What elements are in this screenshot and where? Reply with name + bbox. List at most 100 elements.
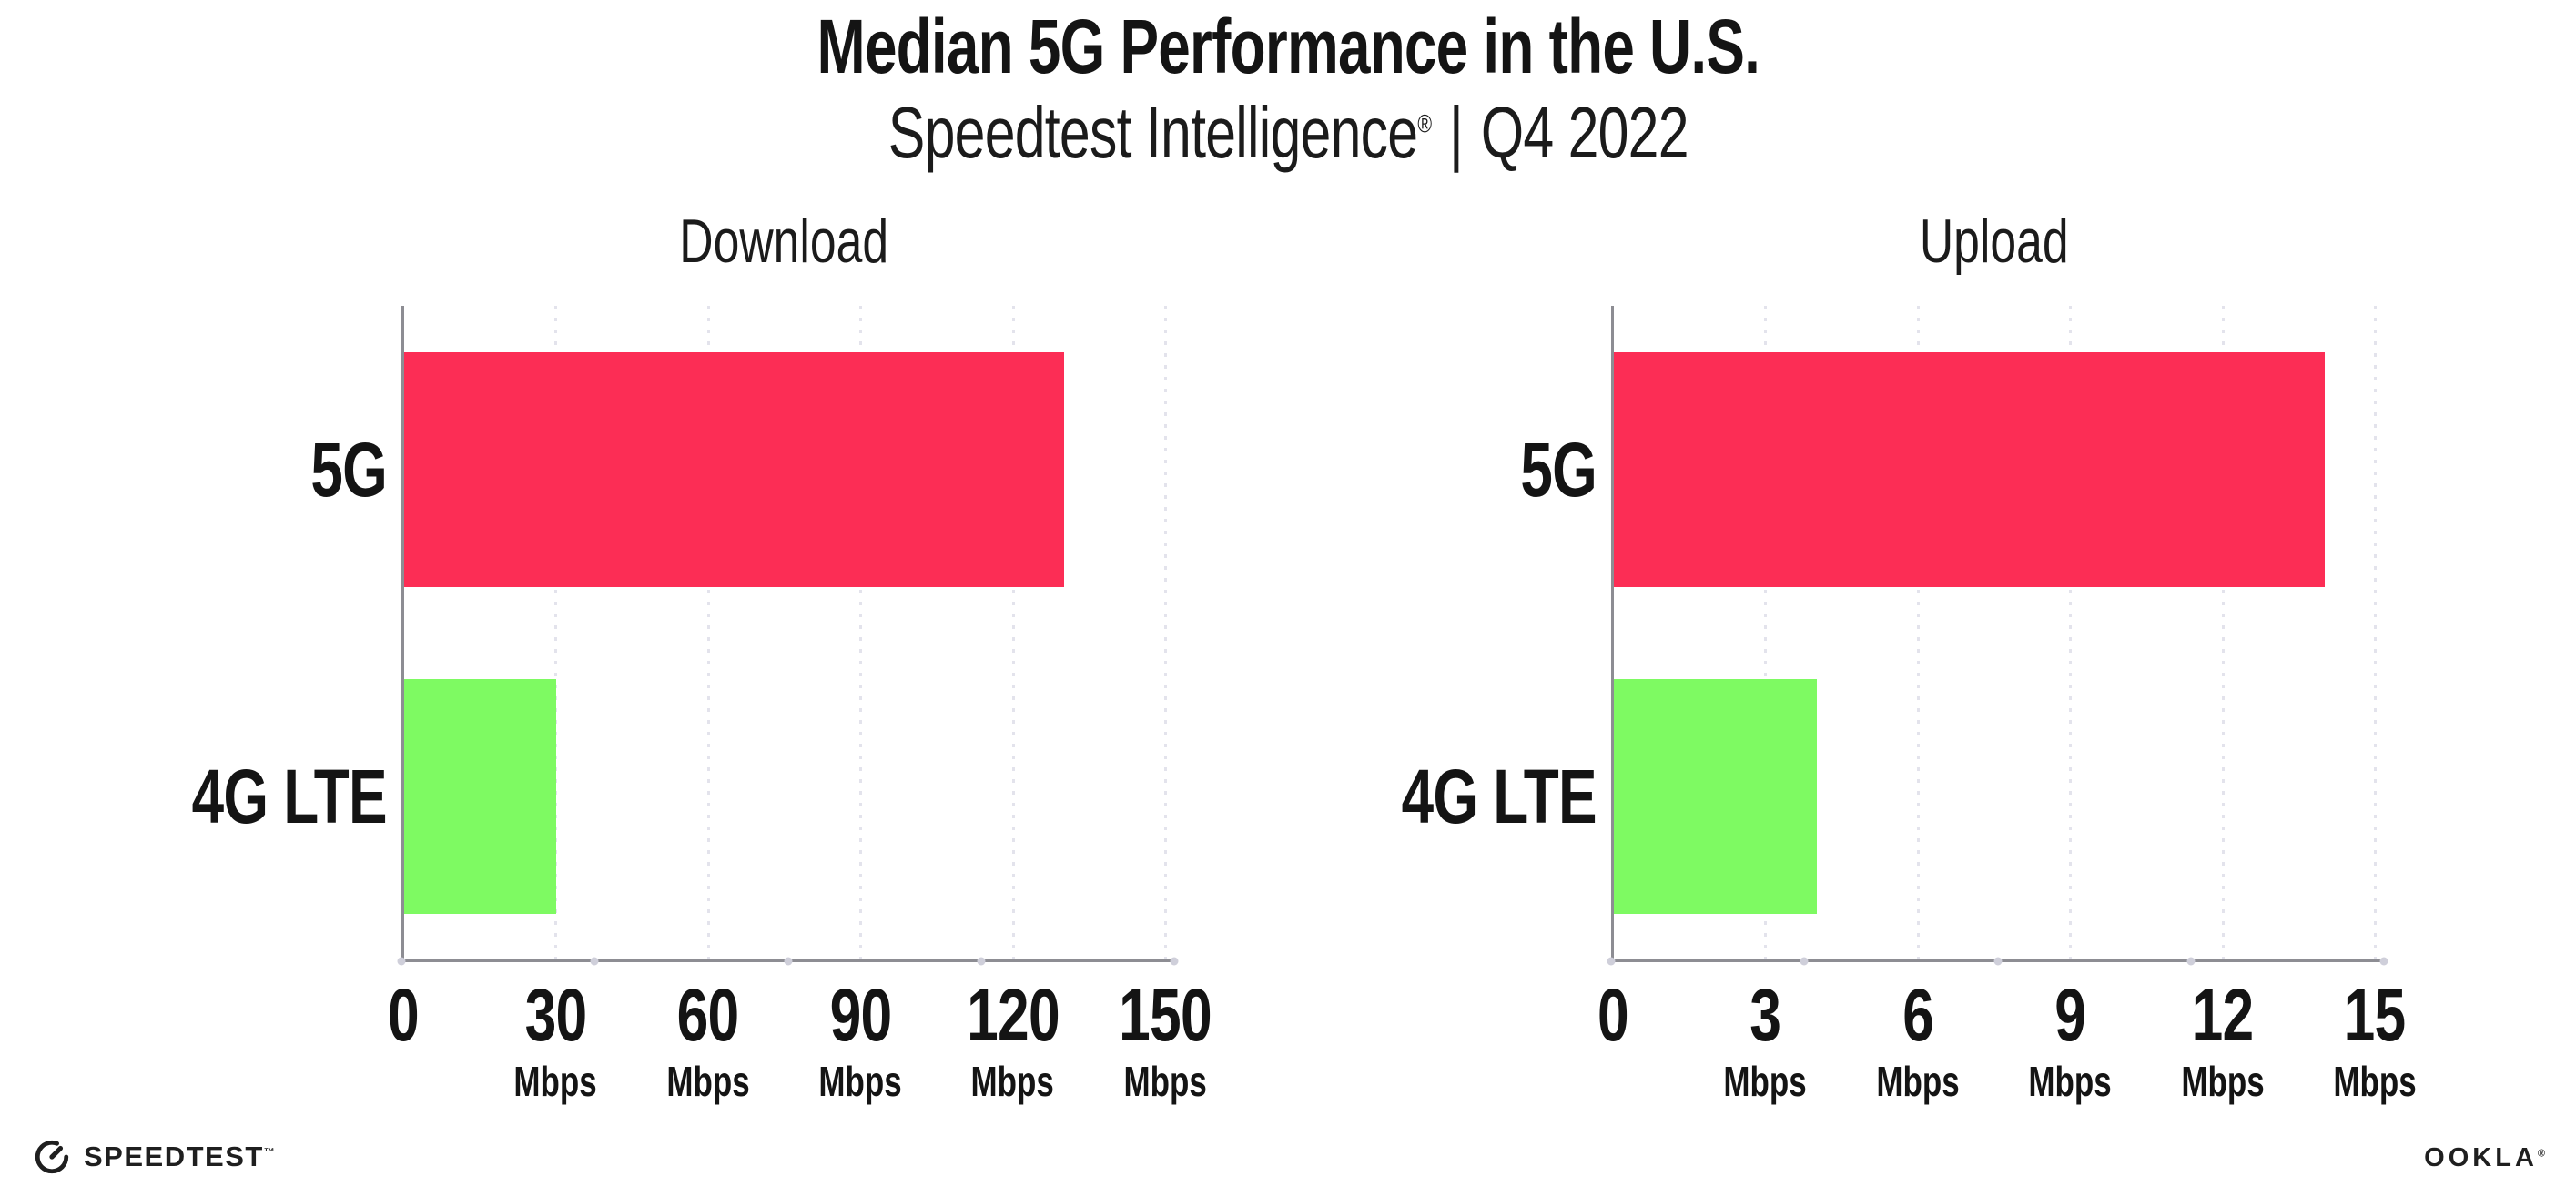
gridline — [1164, 306, 1167, 960]
gridline — [2374, 306, 2377, 960]
tick-value-text: 60 — [676, 974, 740, 1057]
speedtest-logo: SPEEDTEST™ — [33, 1136, 275, 1178]
category-label-text: 5G — [1520, 427, 1597, 512]
y-axis-line — [1611, 306, 1614, 960]
registered-mark: ® — [2537, 1148, 2545, 1160]
tick-value-text: 12 — [2191, 974, 2255, 1057]
axis-tick-dot — [2186, 957, 2196, 965]
tick-value-text: 9 — [2054, 974, 2086, 1057]
tick-value-label: 6 — [1863, 976, 1973, 1056]
x-axis-line — [397, 957, 1179, 965]
bar-4g-lte-download — [404, 679, 557, 914]
gridline — [1011, 306, 1015, 960]
gridline — [859, 306, 863, 960]
download-facet-title: Download — [403, 202, 1165, 280]
tick-value-text: 6 — [1902, 974, 1934, 1057]
tick-unit-label: Mbps — [806, 1058, 915, 1105]
tick-value-label: 9 — [2015, 976, 2125, 1056]
subtitle-text: Speedtest Intelligence® | Q4 2022 — [887, 91, 1689, 175]
category-label-text: 4G LTE — [1401, 754, 1597, 839]
tick-value-label: 120 — [952, 976, 1074, 1056]
tick-unit-text: Mbps — [1876, 1058, 1960, 1105]
tick-value-label: 15 — [2320, 976, 2429, 1056]
tick-value-text: 0 — [388, 974, 420, 1057]
tick-value-text: 150 — [1119, 974, 1212, 1057]
tick-unit-text: Mbps — [1123, 1058, 1207, 1105]
tick-unit-label: Mbps — [501, 1058, 610, 1105]
tick-value-label: 60 — [654, 976, 763, 1056]
tick-unit-label: Mbps — [2015, 1058, 2125, 1105]
axis-tick-dot — [977, 957, 986, 965]
axis-tick-dot — [590, 957, 599, 965]
axis-tick-dot — [1993, 957, 2002, 965]
category-label-5g: 5G — [1496, 431, 1597, 508]
ookla-wordmark-text: OOKLA — [2424, 1143, 2538, 1172]
axis-tick-dot — [1170, 957, 1179, 965]
trademark-mark: ™ — [263, 1145, 275, 1159]
subtitle-quarter: Q4 2022 — [1480, 92, 1689, 173]
x-tick-9: 9 Mbps — [2015, 976, 2125, 1106]
axis-tick-dot — [1607, 957, 1616, 965]
download-plot-area — [397, 306, 1179, 965]
x-tick-30: 30 Mbps — [501, 976, 610, 1106]
category-label-4g-lte: 4G LTE — [130, 754, 388, 839]
x-tick-6: 6 Mbps — [1863, 976, 1973, 1106]
category-label-5g: 5G — [287, 431, 387, 508]
category-label-4g-lte: 4G LTE — [1340, 758, 1597, 835]
tick-unit-label: Mbps — [2320, 1058, 2429, 1105]
x-axis-line — [1607, 957, 2388, 965]
x-tick-0: 0 — [1593, 976, 1634, 1056]
tick-value-text: 90 — [829, 974, 892, 1057]
download-x-axis-ticks: 0 30 Mbps 60 Mbps 90 Mbps 120 Mbps 150 Mbps — [388, 976, 1212, 1112]
upload-facet-title: Upload — [1613, 202, 2375, 280]
bar-4g-lte-upload — [1614, 679, 1818, 914]
tick-unit-text: Mbps — [2028, 1058, 2112, 1105]
gridline — [554, 306, 558, 960]
tick-unit-label: Mbps — [1710, 1058, 1820, 1105]
page-title-text: Median 5G Performance in the U.S. — [816, 4, 1760, 89]
tick-value-label: 150 — [1104, 976, 1226, 1056]
tick-value-label: 30 — [501, 976, 610, 1056]
x-tick-0: 0 — [383, 976, 424, 1056]
bar-5g-upload — [1614, 352, 2326, 587]
tick-value-label: 0 — [1593, 976, 1634, 1056]
speedtest-wordmark: SPEEDTEST™ — [84, 1141, 275, 1173]
gridline — [1916, 306, 1920, 960]
upload-plot-area — [1607, 306, 2388, 965]
tick-unit-text: Mbps — [818, 1058, 902, 1105]
registered-mark: ® — [1417, 109, 1432, 138]
tick-unit-text: Mbps — [2333, 1058, 2417, 1105]
category-label-text: 5G — [310, 427, 387, 512]
tick-value-text: 15 — [2344, 974, 2407, 1057]
tick-value-label: 12 — [2168, 976, 2277, 1056]
tick-unit-text: Mbps — [666, 1058, 750, 1105]
facet-title-text: Upload — [1919, 207, 2069, 276]
tick-value-text: 0 — [1597, 974, 1629, 1057]
subtitle-divider: | — [1448, 92, 1464, 173]
tick-value-label: 90 — [806, 976, 915, 1056]
page-title: Median 5G Performance in the U.S. — [0, 4, 2576, 89]
category-label-text: 4G LTE — [191, 754, 388, 839]
tick-unit-label: Mbps — [654, 1058, 763, 1105]
gridline — [1764, 306, 1768, 960]
page-subtitle: Speedtest Intelligence® | Q4 2022 — [0, 91, 2576, 175]
x-tick-12: 12 Mbps — [2168, 976, 2277, 1106]
facet-title-text: Download — [679, 207, 889, 276]
upload-x-axis-ticks: 0 3 Mbps 6 Mbps 9 Mbps 12 Mbps 15 Mbps — [1597, 976, 2417, 1112]
axis-tick-dot — [397, 957, 406, 965]
gridline — [706, 306, 710, 960]
x-tick-150: 150 Mbps — [1104, 976, 1226, 1106]
x-tick-120: 120 Mbps — [952, 976, 1074, 1106]
axis-tick-dot — [1800, 957, 1809, 965]
axis-tick-dot — [784, 957, 792, 965]
tick-unit-text: Mbps — [1723, 1058, 1808, 1105]
tick-unit-label: Mbps — [1863, 1058, 1973, 1105]
tick-value-text: 120 — [966, 974, 1060, 1057]
tick-unit-label: Mbps — [2168, 1058, 2277, 1105]
gridline — [2221, 306, 2225, 960]
tick-unit-text: Mbps — [513, 1058, 598, 1105]
speedtest-gauge-icon — [35, 1140, 69, 1174]
